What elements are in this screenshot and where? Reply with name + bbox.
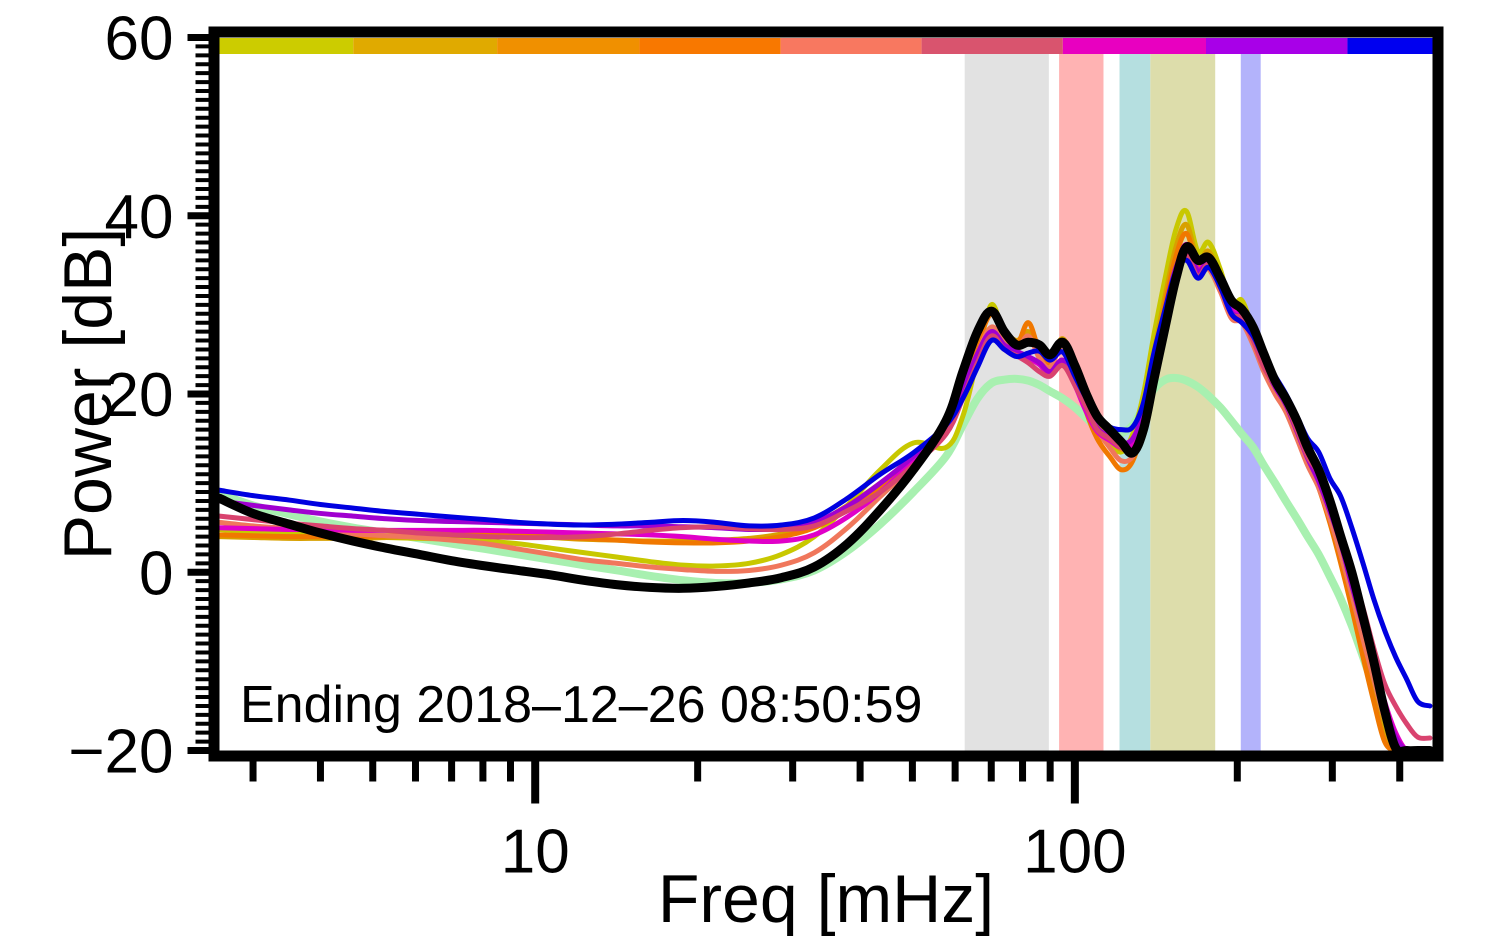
shaded-bands-layer — [964, 49, 1261, 751]
y-axis-ticks — [187, 34, 218, 754]
spectrum-curves-layer — [216, 207, 1435, 754]
x-tick-label: 100 — [1023, 818, 1126, 887]
colorbar-segment-9 — [1347, 38, 1433, 54]
y-tick-label: 40 — [105, 183, 174, 252]
series-trace-mint — [216, 373, 1434, 754]
y-tick-label: 20 — [105, 361, 174, 430]
colorbar-segment-3 — [497, 38, 640, 54]
colorbar-segment-5 — [780, 38, 922, 54]
y-tick-label: 60 — [105, 5, 174, 74]
colorbar-segment-7 — [1062, 38, 1207, 54]
y-tick-label: −20 — [68, 718, 173, 787]
x-axis-title: Freq [mHz] — [658, 861, 994, 937]
ending-timestamp-annotation: Ending 2018–12–26 08:50:59 — [240, 676, 922, 734]
colorbar-segment-2 — [353, 38, 498, 54]
band-khaki — [1150, 49, 1216, 751]
x-tick-label: 10 — [501, 818, 570, 887]
y-axis-tick-labels: −20 0 20 40 60 — [68, 5, 173, 787]
band-periwinkle — [1240, 49, 1261, 751]
x-axis-ticks — [249, 755, 1404, 804]
top-colorbar — [219, 38, 1433, 54]
colorbar-segment-8 — [1206, 38, 1348, 54]
y-axis-title: Power [dB] — [50, 228, 126, 561]
colorbar-segment-6 — [921, 38, 1063, 54]
colorbar-segment-1 — [219, 38, 354, 54]
x-axis-tick-labels: 10 100 — [501, 818, 1127, 887]
y-tick-label: 0 — [139, 539, 173, 608]
series-median — [216, 242, 1435, 754]
colorbar-segment-4 — [639, 38, 781, 54]
